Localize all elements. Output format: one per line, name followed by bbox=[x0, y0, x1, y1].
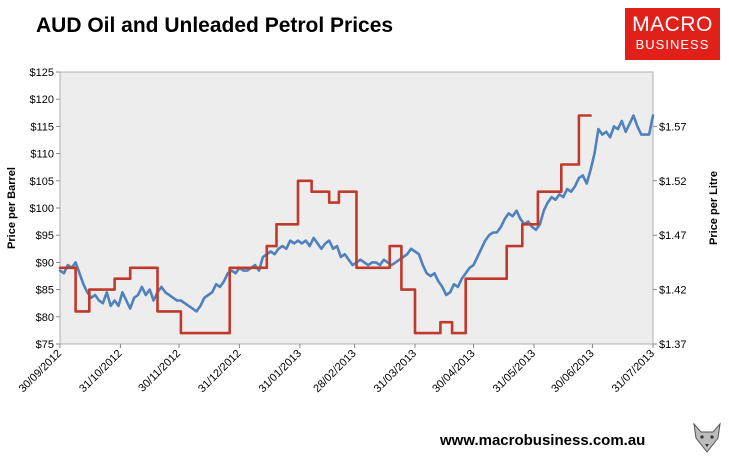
x-tick-label: 30/11/2012 bbox=[136, 348, 183, 395]
left-tick-label: $75 bbox=[36, 339, 54, 351]
left-axis-ticks: $75 $80 $85 $90 $95 $100 $105 $110 $115 $120 $125 bbox=[30, 67, 60, 351]
left-tick-label: $110 bbox=[30, 149, 54, 161]
right-tick-label: $1.57 bbox=[659, 121, 687, 133]
right-tick-label: $1.47 bbox=[659, 230, 687, 242]
logo-line-2: BUSINESS bbox=[635, 37, 710, 52]
left-tick-label: $120 bbox=[30, 94, 54, 106]
x-tick-label: 31/10/2012 bbox=[77, 348, 124, 395]
fox-logo-icon bbox=[690, 420, 724, 456]
x-tick-label: 31/01/2013 bbox=[257, 348, 304, 395]
left-tick-label: $125 bbox=[30, 67, 54, 79]
left-tick-label: $90 bbox=[36, 257, 54, 269]
x-tick-label: 31/05/2013 bbox=[491, 348, 538, 395]
right-tick-label: $1.52 bbox=[659, 176, 687, 188]
x-axis-ticks: 30/09/2012 31/10/2012 30/11/2012 31/12/2012… bbox=[17, 344, 657, 395]
chart-title: AUD Oil and Unleaded Petrol Prices bbox=[36, 14, 394, 37]
left-tick-label: $115 bbox=[30, 121, 54, 133]
y-axis-title-left: Price per Barrel bbox=[6, 167, 18, 249]
y-axis-title-right: Price per Litre bbox=[708, 171, 720, 245]
x-tick-label: 28/02/2013 bbox=[311, 348, 358, 395]
x-tick-label: 31/07/2013 bbox=[610, 348, 657, 395]
left-tick-label: $100 bbox=[30, 203, 54, 215]
right-axis-ticks: $1.37 $1.42 $1.47 $1.52 $1.57 bbox=[653, 121, 687, 351]
x-tick-label: 30/04/2013 bbox=[430, 348, 477, 395]
left-tick-label: $85 bbox=[36, 285, 54, 297]
left-tick-label: $95 bbox=[36, 230, 54, 242]
right-tick-label: $1.42 bbox=[659, 285, 687, 297]
logo-line-1: MACRO bbox=[632, 13, 713, 36]
x-tick-label: 31/03/2013 bbox=[372, 348, 419, 395]
x-tick-label: 30/06/2013 bbox=[549, 348, 596, 395]
right-tick-label: $1.37 bbox=[659, 339, 687, 351]
x-tick-label: 31/12/2012 bbox=[196, 348, 243, 395]
series-layer bbox=[58, 114, 655, 335]
x-tick-label: 30/09/2012 bbox=[17, 348, 64, 395]
left-tick-label: $105 bbox=[30, 176, 54, 188]
website-url: www.macrobusiness.com.au bbox=[440, 432, 646, 449]
petrol-price-line bbox=[58, 114, 592, 335]
left-tick-label: $80 bbox=[36, 312, 54, 324]
macrobusiness-logo: MACRO BUSINESS bbox=[625, 8, 720, 60]
